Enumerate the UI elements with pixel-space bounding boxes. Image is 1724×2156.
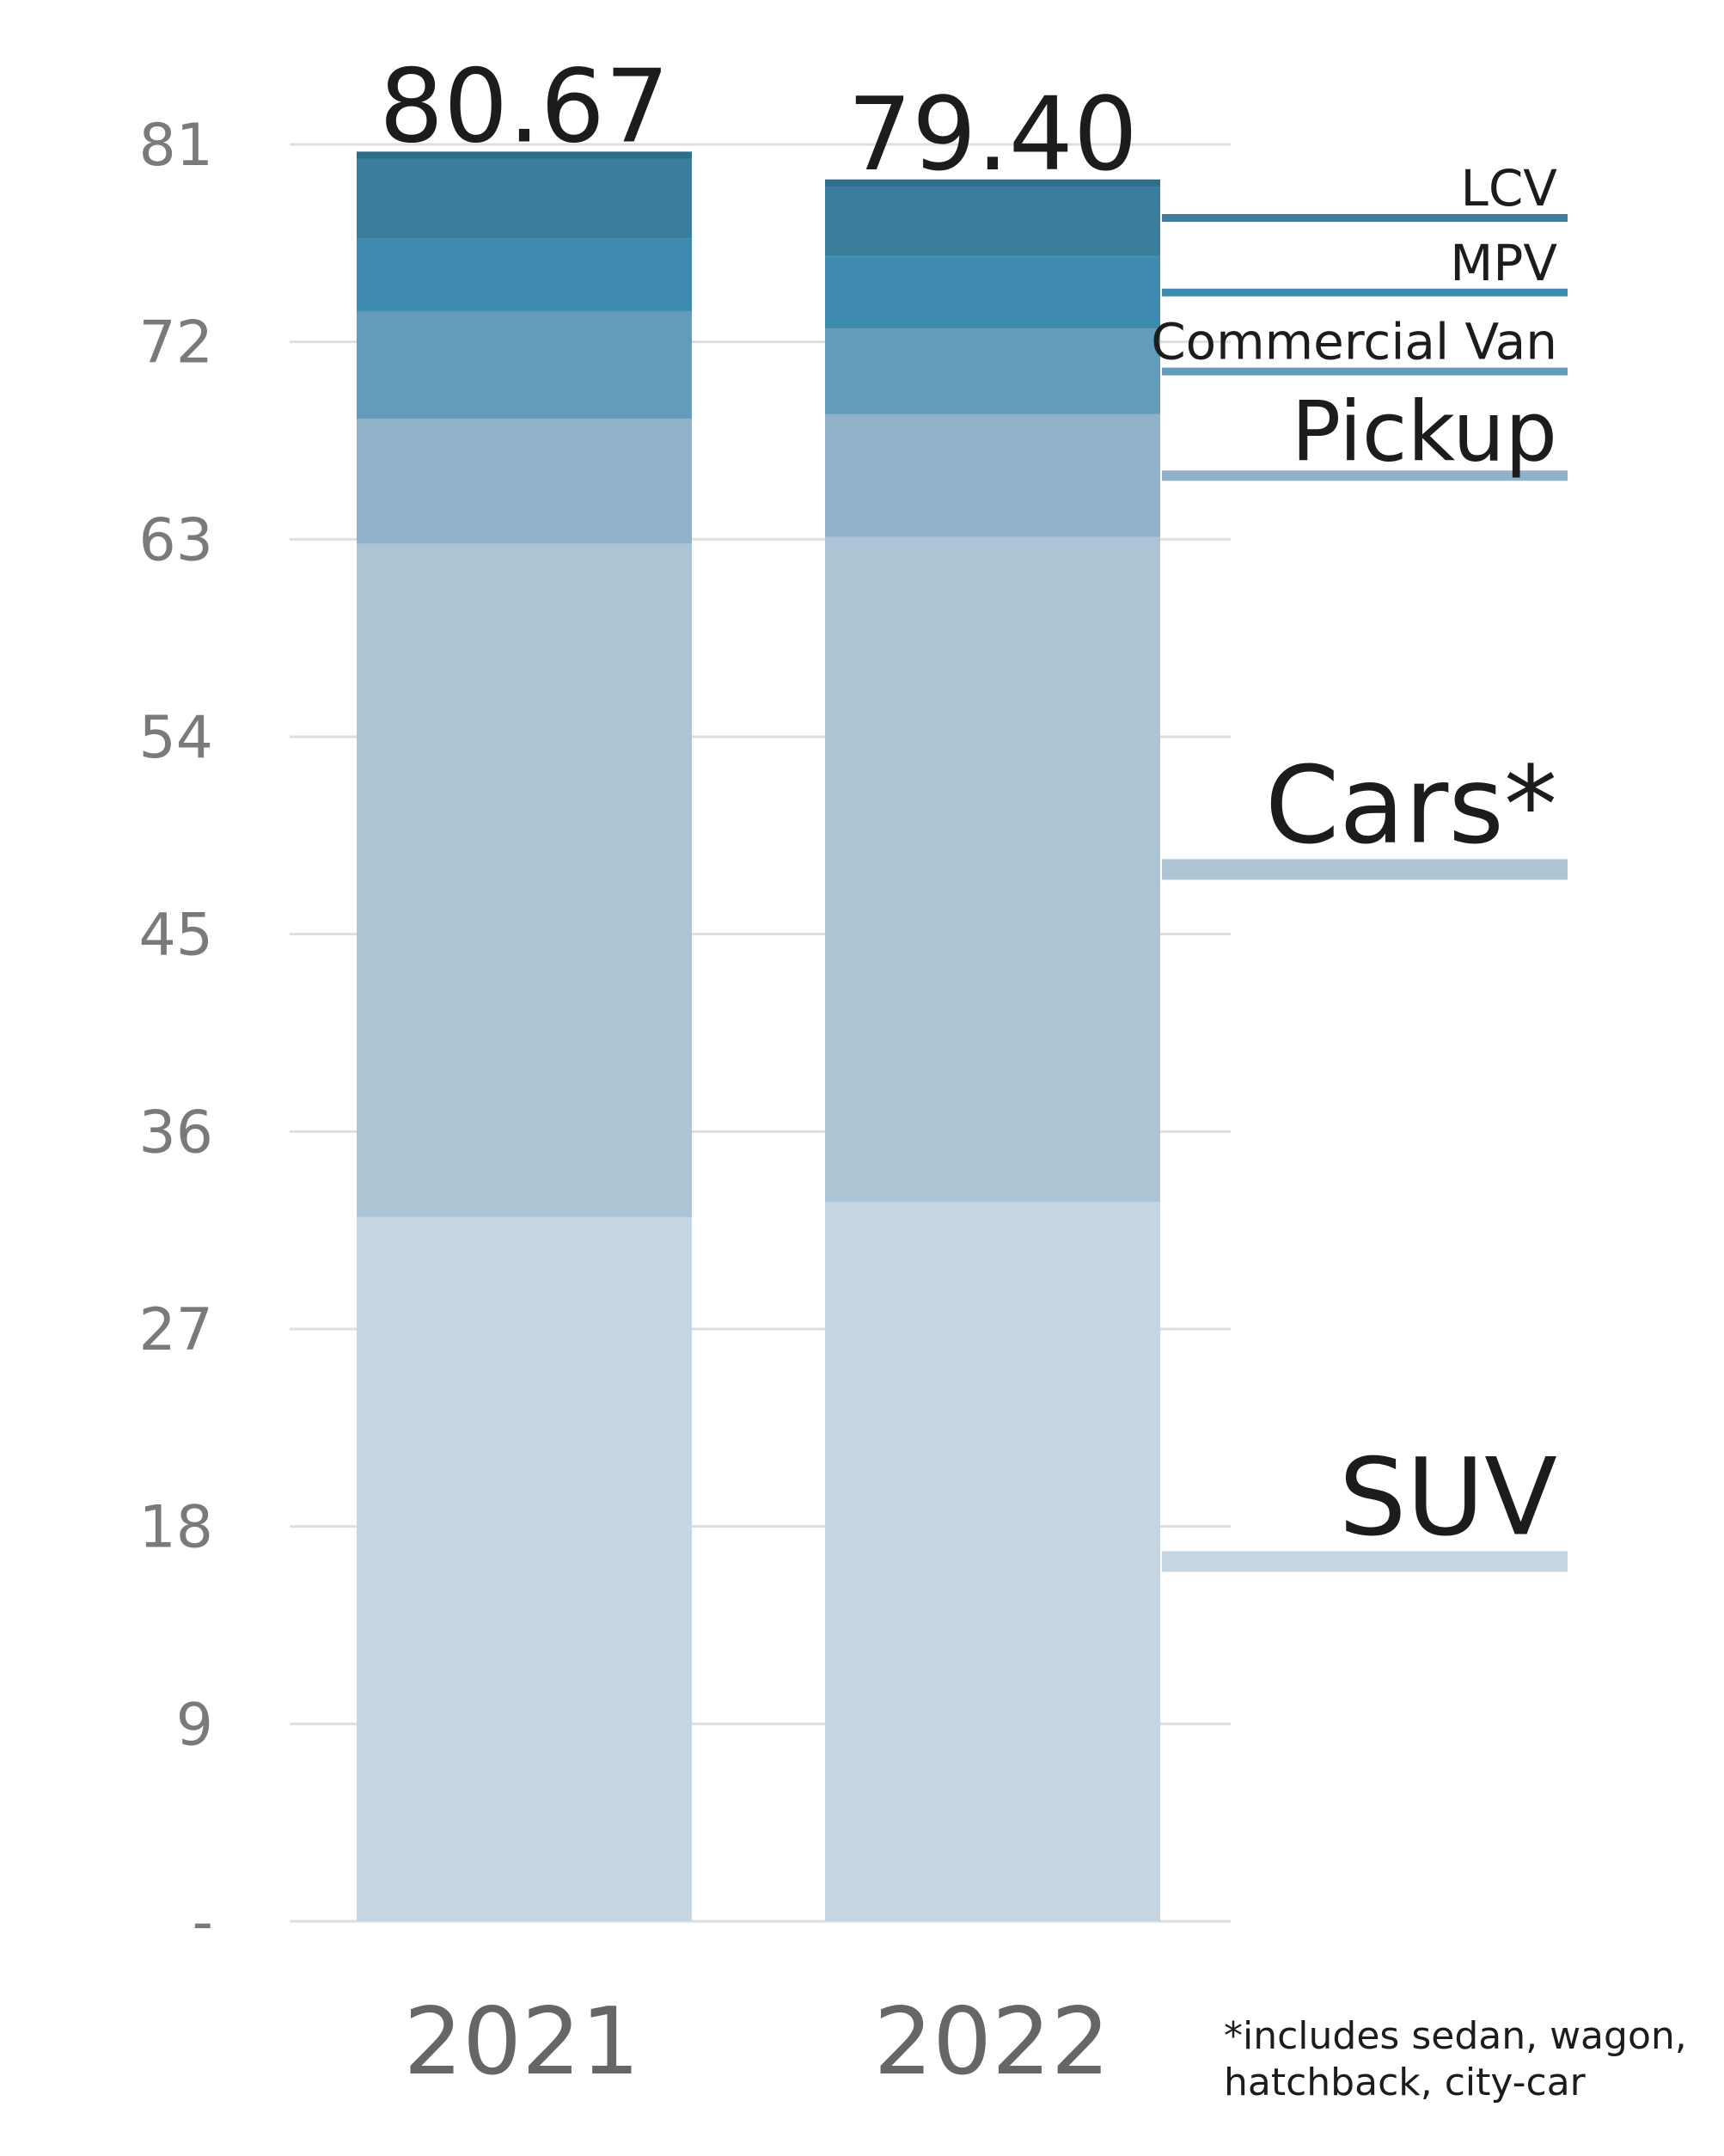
y-tick-label: - [192, 1889, 213, 1957]
series-leader-bar [1162, 859, 1568, 880]
y-tick-label: 45 [138, 902, 213, 970]
y-tick-label: 18 [138, 1494, 213, 1562]
x-tick-label: 2022 [874, 1988, 1110, 2096]
bar-segment-pickup-2021 [357, 418, 692, 544]
bar-segment-suv-2022 [825, 1201, 1160, 1921]
series-leader-bar [1162, 288, 1568, 297]
series-labels: SUV Cars* Pickup Commercial Van MPV LCV [1151, 159, 1568, 1572]
y-axis-ticks: - 9 18 27 36 45 54 63 72 81 [138, 112, 213, 1957]
y-tick-label: 81 [138, 112, 213, 180]
series-leader-bar [1162, 367, 1568, 376]
bar-segment-lcv-2021 [357, 151, 692, 239]
bar-segment-mpv-2021 [357, 238, 692, 311]
series-leader-bar [1162, 1551, 1568, 1572]
bar-top-edge-2021 [357, 151, 692, 159]
y-tick-label: 27 [138, 1296, 213, 1364]
y-tick-label: 36 [138, 1099, 213, 1167]
series-label: SUV [1339, 1436, 1557, 1559]
x-tick-label: 2021 [404, 1988, 640, 2096]
y-tick-label: 63 [138, 506, 213, 574]
series-label: LCV [1461, 159, 1558, 217]
series-label: Cars* [1265, 744, 1557, 867]
total-label: 80.67 [379, 46, 669, 165]
footnote: *includes sedan, wagon, hatchback, city-… [1224, 2014, 1687, 2104]
series-label: MPV [1450, 234, 1557, 292]
bar-stacks [357, 151, 1160, 1921]
bar-segment-commercial-van-2022 [825, 328, 1160, 414]
bar-segment-commercial-van-2021 [357, 310, 692, 419]
series-leader-bar [1162, 470, 1568, 481]
total-label: 79.40 [847, 75, 1138, 193]
bar-segment-mpv-2022 [825, 256, 1160, 329]
y-tick-label: 9 [176, 1691, 213, 1759]
bar-segment-pickup-2022 [825, 413, 1160, 537]
y-tick-label: 72 [138, 309, 213, 377]
bar-segment-cars-2022 [825, 536, 1160, 1202]
series-leader-bar [1162, 213, 1568, 222]
bar-top-edge-2022 [825, 179, 1160, 187]
series-label: Commercial Van [1151, 313, 1557, 371]
bar-segment-cars-2021 [357, 543, 692, 1217]
x-axis-ticks: 2021 2022 [404, 1988, 1110, 2096]
y-tick-label: 54 [138, 704, 213, 772]
bar-segment-lcv-2022 [825, 179, 1160, 257]
bar-totals: 80.67 79.40 [379, 46, 1138, 193]
series-label: Pickup [1291, 383, 1557, 480]
bar-segment-suv-2021 [357, 1216, 692, 1921]
